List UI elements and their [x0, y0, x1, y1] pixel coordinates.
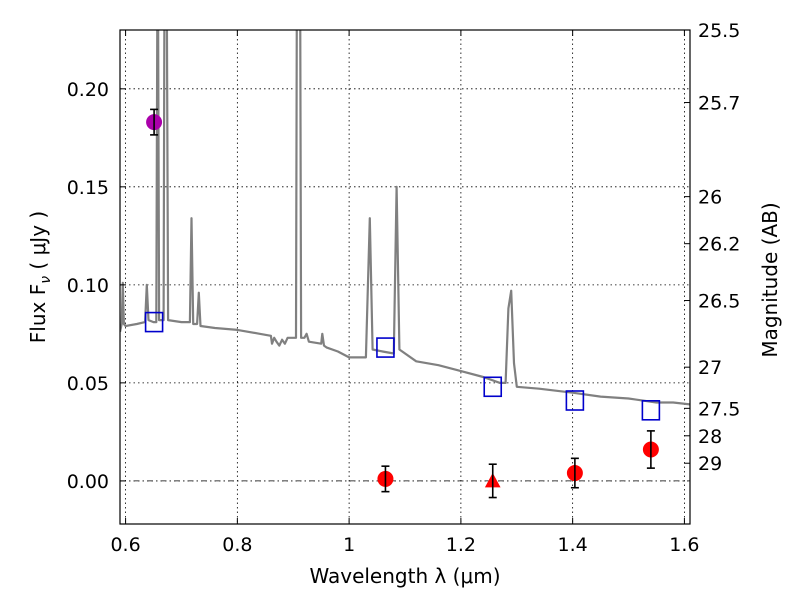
- y-tick-label: 0.00: [67, 471, 109, 493]
- y-axis-title-subscript: ν: [38, 276, 54, 284]
- x-tick-label: 1.4: [558, 534, 588, 556]
- errorbar: [381, 465, 390, 493]
- x-tick-label: 0.6: [110, 534, 140, 556]
- right-tick-label: 27.5: [698, 398, 740, 420]
- y-tick-label: 0.10: [67, 275, 109, 297]
- model-spectrum-line: [120, 30, 690, 406]
- y-axis-title-main: Flux F: [26, 284, 50, 343]
- axis-ticks: 0.6 0.8 1 1.2 1.4 1.6 0.00 0.05 0.10 0.15 0.20 25.5…: [67, 20, 741, 556]
- model-photometry-square: [144, 311, 164, 333]
- errorbar: [150, 108, 159, 136]
- x-tick-label: 0.8: [222, 534, 252, 556]
- y-axis-title-units: ( μJy ): [26, 211, 50, 276]
- model-photometry-square: [565, 390, 585, 411]
- x-axis-title: Wavelength λ (μm): [309, 564, 500, 588]
- x-tick-label: 1: [343, 534, 355, 556]
- right-tick-label: 26.2: [698, 234, 740, 256]
- right-tick-label: 27: [698, 357, 722, 379]
- y-tick-label: 0.15: [67, 177, 109, 199]
- model-photometry-square: [483, 376, 503, 398]
- x-tick-label: 1.2: [446, 534, 476, 556]
- model-photometry-square: [641, 400, 661, 421]
- right-tick-label: 28: [698, 426, 722, 448]
- errorbar: [488, 463, 497, 499]
- model-photometry-square: [376, 337, 395, 358]
- errorbar: [646, 430, 655, 469]
- right-tick-label: 29: [698, 453, 722, 475]
- right-tick-label: 26.5: [698, 291, 740, 313]
- right-tick-label: 25.7: [698, 93, 740, 115]
- plot-frame: [119, 29, 691, 525]
- y-tick-label: 0.05: [67, 373, 109, 395]
- right-axis-title: Magnitude (AB): [758, 202, 782, 357]
- right-tick-label: 25.5: [698, 20, 740, 42]
- errorbar: [570, 457, 579, 489]
- right-tick-label: 26: [698, 187, 722, 209]
- data-markers: [144, 108, 661, 499]
- grid: [120, 30, 690, 524]
- y-tick-label: 0.20: [67, 79, 109, 101]
- y-axis-title: Flux Fν ( μJy ): [26, 211, 54, 343]
- x-tick-label: 1.6: [669, 534, 699, 556]
